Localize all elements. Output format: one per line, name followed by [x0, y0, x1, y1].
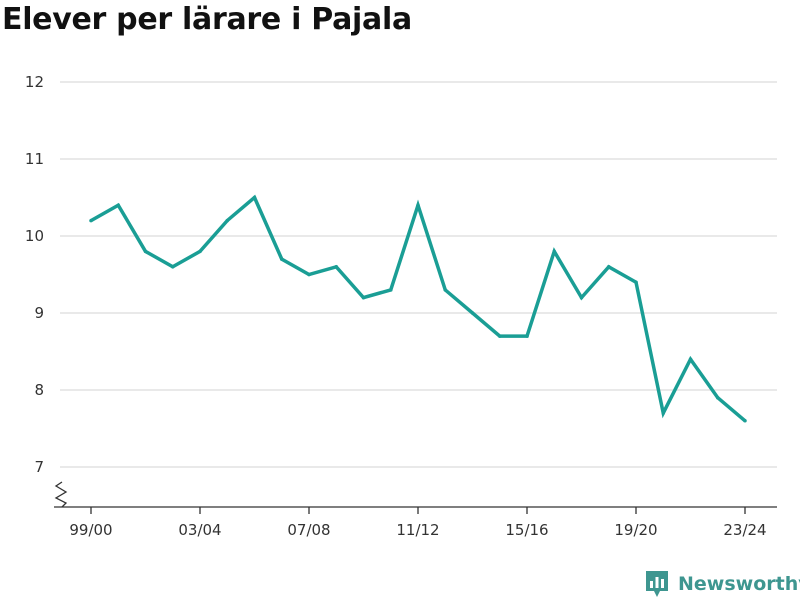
data-point	[252, 195, 257, 200]
data-point	[116, 203, 120, 207]
y-axis-tick-labels: 7 8 9 10 11 12	[25, 73, 44, 476]
data-point	[225, 218, 229, 223]
data-point	[198, 249, 202, 254]
data-point	[334, 265, 338, 269]
x-tick-label: 07/08	[287, 521, 330, 539]
y-tick-label: 9	[34, 304, 44, 322]
brand-name: Newsworthy	[678, 573, 800, 595]
data-point	[579, 295, 584, 300]
data-point	[416, 203, 420, 207]
data-point	[470, 311, 475, 315]
data-point	[525, 334, 529, 338]
y-tick-label: 11	[25, 150, 44, 168]
x-tick-label: 15/16	[505, 521, 548, 539]
data-point	[361, 295, 366, 300]
y-tick-label: 10	[25, 227, 44, 245]
x-tick-label: 99/00	[69, 521, 112, 539]
data-point	[607, 265, 611, 269]
data-point	[716, 395, 720, 400]
series-group	[89, 194, 747, 423]
gridlines	[60, 81, 777, 468]
chart-title: Elever per lärare i Pajala	[2, 2, 412, 37]
data-point	[389, 288, 393, 292]
y-axis-break-icon	[54, 481, 68, 508]
x-tick-label: 11/12	[396, 521, 439, 539]
data-point	[552, 249, 556, 254]
data-point	[280, 257, 284, 261]
series-line	[90, 194, 747, 423]
data-point	[743, 419, 747, 423]
data-point	[688, 357, 693, 361]
x-tick-label: 03/04	[178, 521, 221, 539]
data-point	[307, 272, 311, 277]
newsworthy-logo-icon	[646, 571, 668, 597]
data-point	[89, 218, 93, 223]
x-tick-label: 19/20	[614, 521, 657, 539]
y-tick-label: 8	[34, 381, 44, 399]
data-point	[443, 288, 447, 292]
data-point	[634, 280, 638, 284]
data-point	[661, 411, 665, 415]
x-tick-label: 23/24	[723, 521, 766, 539]
data-point	[498, 334, 502, 338]
newsworthy-brand: Newsworthy	[644, 569, 800, 599]
data-point	[143, 249, 148, 254]
data-point	[171, 265, 175, 269]
y-tick-label: 12	[25, 73, 44, 91]
x-axis-ticks: 99/00 03/04 07/08 11/12 15/16 19/20 23/24	[69, 507, 767, 539]
y-tick-label: 7	[34, 458, 44, 476]
